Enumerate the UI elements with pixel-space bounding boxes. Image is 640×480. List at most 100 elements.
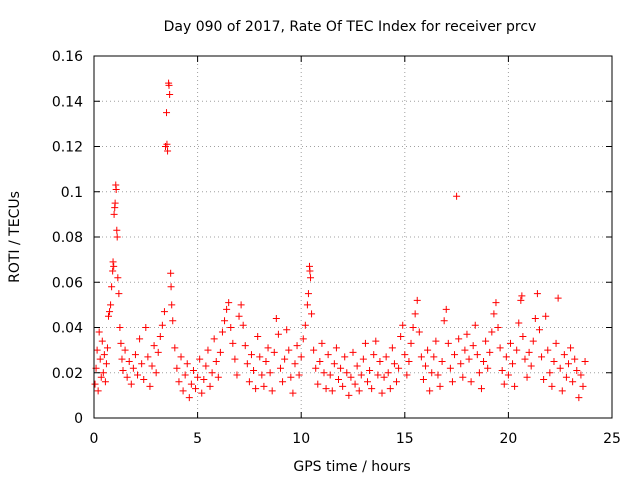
data-point — [357, 371, 365, 379]
data-point — [218, 328, 226, 336]
data-point — [134, 371, 142, 379]
data-point — [407, 339, 415, 347]
data-point — [345, 391, 353, 399]
data-point — [243, 360, 251, 368]
data-point — [326, 371, 334, 379]
data-point — [417, 353, 425, 361]
data-point — [484, 364, 492, 372]
data-point — [422, 362, 430, 370]
data-point — [165, 81, 173, 89]
data-point — [339, 382, 347, 390]
data-point — [307, 274, 315, 282]
data-point — [376, 357, 384, 365]
data-point — [119, 366, 127, 374]
data-point — [337, 364, 345, 372]
data-point — [347, 373, 355, 381]
data-point — [475, 369, 483, 377]
data-point — [208, 369, 216, 377]
data-point — [93, 346, 101, 354]
data-point — [364, 378, 372, 386]
x-tick-label: 10 — [292, 431, 310, 447]
data-point — [152, 369, 160, 377]
data-point — [113, 233, 121, 241]
data-point — [531, 314, 539, 322]
data-point — [419, 376, 427, 384]
data-point — [500, 380, 508, 388]
data-point — [287, 373, 295, 381]
data-point — [185, 394, 193, 402]
data-point — [138, 360, 146, 368]
data-point — [118, 355, 126, 363]
y-axis-ticks: 0 0.02 0.04 0.06 0.08 0.1 0.12 0.14 0.16 — [52, 49, 612, 427]
data-point — [175, 378, 183, 386]
data-point — [262, 357, 270, 365]
data-point — [102, 360, 110, 368]
data-point — [535, 326, 543, 334]
data-point — [121, 346, 129, 354]
data-point — [571, 355, 579, 363]
data-point — [573, 366, 581, 374]
y-tick-label: 0.06 — [52, 275, 83, 291]
data-point — [442, 305, 450, 313]
data-point — [492, 299, 500, 307]
data-point — [204, 346, 212, 354]
data-point — [105, 312, 113, 320]
data-point — [451, 351, 459, 359]
data-point — [374, 371, 382, 379]
data-point — [403, 371, 411, 379]
data-point — [314, 380, 322, 388]
data-point — [274, 330, 282, 338]
data-point — [297, 353, 305, 361]
data-point — [171, 344, 179, 352]
data-point — [113, 226, 121, 234]
data-point — [579, 382, 587, 390]
data-point — [127, 380, 135, 388]
data-point — [291, 360, 299, 368]
data-point — [438, 357, 446, 365]
data-point — [108, 283, 116, 291]
data-point — [299, 335, 307, 343]
data-point — [542, 312, 550, 320]
data-point — [488, 328, 496, 336]
data-point — [111, 199, 119, 207]
data-point — [509, 360, 517, 368]
data-point — [167, 283, 175, 291]
data-point — [237, 301, 245, 309]
y-tick-label: 0.14 — [52, 94, 83, 110]
y-tick-label: 0.04 — [52, 321, 83, 337]
data-point — [540, 376, 548, 384]
data-point — [158, 321, 166, 329]
data-point — [513, 346, 521, 354]
data-point — [436, 382, 444, 390]
data-point — [117, 339, 125, 347]
data-point — [295, 371, 303, 379]
data-point — [567, 344, 575, 352]
data-point — [95, 328, 103, 336]
data-point — [518, 292, 526, 300]
data-point — [270, 348, 278, 356]
data-point — [527, 362, 535, 370]
data-point — [558, 387, 566, 395]
y-tick-label: 0.1 — [61, 185, 83, 201]
data-point — [229, 339, 237, 347]
data-point — [349, 348, 357, 356]
data-point — [114, 274, 122, 282]
data-point — [490, 310, 498, 318]
data-point — [260, 382, 268, 390]
data-point — [538, 353, 546, 361]
data-point — [112, 185, 120, 193]
data-point — [241, 342, 249, 350]
data-point — [136, 335, 144, 343]
data-point — [482, 337, 490, 345]
x-tick-label: 15 — [396, 431, 414, 447]
data-point — [160, 308, 168, 316]
data-point — [494, 324, 502, 331]
data-point — [459, 373, 467, 381]
data-point — [177, 353, 185, 361]
data-point — [206, 382, 214, 390]
data-point — [233, 371, 241, 379]
data-point — [194, 373, 202, 381]
x-tick-label: 25 — [603, 431, 621, 447]
data-point — [131, 351, 139, 359]
data-point — [529, 337, 537, 345]
